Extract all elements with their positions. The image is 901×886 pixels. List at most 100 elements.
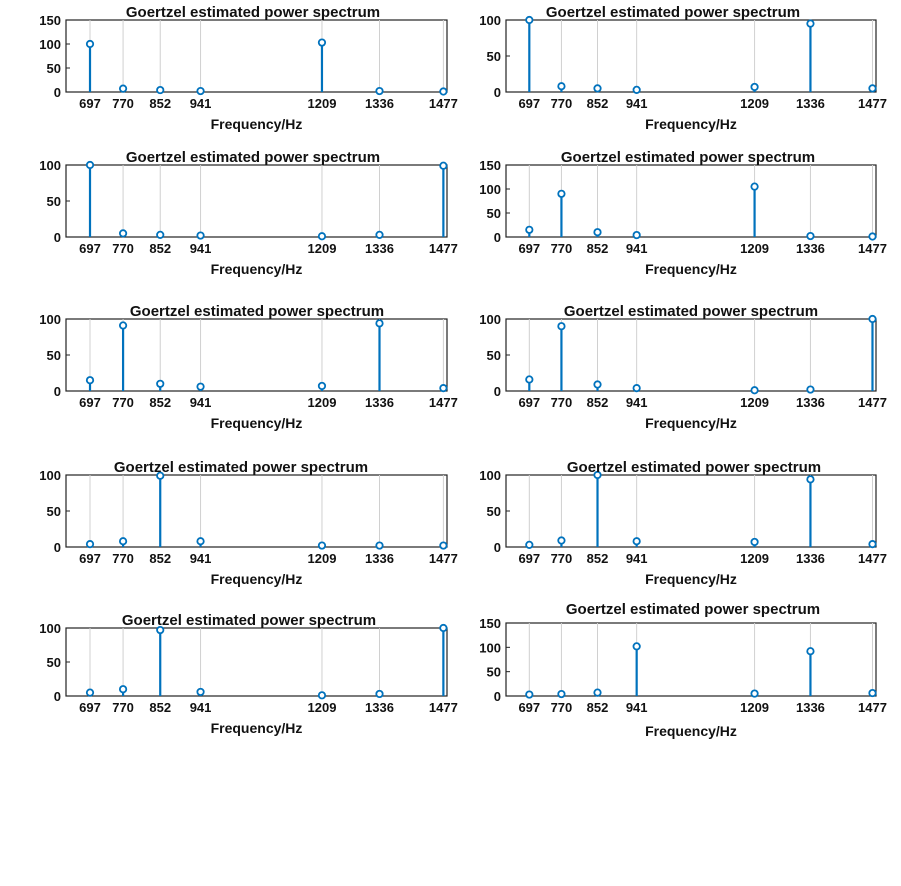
chart-1-marker-1	[85, 39, 95, 49]
chart-8-marker-4	[632, 537, 641, 546]
chart-1-marker-5	[317, 38, 327, 47]
chart-7-xtick-label-4: 941	[190, 551, 212, 566]
chart-3-title: Goertzel estimated power spectrum	[126, 149, 380, 166]
chart-1-ytick-label-4: 150	[39, 13, 61, 28]
chart-10-xtick-label-7: 1477	[858, 700, 887, 715]
chart-2-marker-1	[525, 15, 534, 25]
chart-5-title: Goertzel estimated power spectrum	[130, 303, 384, 320]
chart-5-ytick-label-1: 0	[54, 384, 61, 399]
chart-9-axes-box	[65, 627, 448, 697]
chart-6-xtick-label-4: 941	[626, 395, 648, 410]
chart-10-xtick-label-2: 770	[551, 700, 573, 715]
chart-4-title: Goertzel estimated power spectrum	[561, 149, 815, 166]
chart-6-xtick-label-6: 1336	[796, 395, 825, 410]
chart-7-xtick-label-5: 1209	[308, 551, 337, 566]
chart-5-marker-5	[317, 381, 327, 391]
chart-1-xtick-label-2: 770	[112, 96, 134, 111]
chart-2-xtick-label-7: 1477	[858, 96, 887, 111]
chart-9-xtick-label-5: 1209	[308, 700, 337, 715]
chart-4-ytick-label-3: 100	[479, 182, 501, 197]
chart-3-xtick-label-7: 1477	[429, 241, 458, 256]
chart-7-xtick-label-7: 1477	[429, 551, 458, 566]
chart-5-marker-2	[118, 321, 128, 330]
chart-3-xtick-label-1: 697	[79, 241, 101, 256]
chart-5-marker-1	[85, 376, 95, 385]
chart-10-ytick-label-1: 0	[494, 689, 501, 704]
chart-6-xtick-label-1: 697	[518, 395, 540, 410]
chart-1-ytick-label-3: 100	[39, 37, 61, 52]
chart-6-marker-6	[806, 385, 815, 394]
chart-3-marker-7	[439, 161, 448, 170]
chart-8-xtick-label-1: 697	[518, 551, 540, 566]
chart-7-xtick-label-2: 770	[112, 551, 134, 566]
chart-1-title: Goertzel estimated power spectrum	[126, 4, 380, 21]
chart-6-marker-3	[593, 380, 602, 389]
chart-2-ytick-label-3: 100	[479, 13, 501, 28]
chart-6-xtick-label-3: 852	[587, 395, 609, 410]
chart-10-xtick-label-5: 1209	[740, 700, 769, 715]
chart-6: 0 50 100 697 770 852 941 1209 1336 1477 Goertzel e…	[479, 303, 887, 431]
chart-10: 0 50 100 150 697 770 852 941 1209 1336 1477 Goertze…	[479, 601, 887, 739]
chart-6-xlabel: Frequency/Hz	[645, 415, 737, 431]
chart-9-marker-1	[85, 688, 95, 697]
chart-1-xtick-label-1: 697	[79, 96, 101, 111]
chart-9-marker-5	[317, 691, 327, 700]
chart-5-marker-6	[375, 319, 384, 328]
chart-9-xtick-label-7: 1477	[429, 700, 458, 715]
chart-1-marker-6	[375, 86, 384, 96]
chart-5-ytick-label-2: 50	[47, 348, 61, 363]
chart-1-ytick-label-2: 50	[47, 61, 61, 76]
chart-2-xtick-label-2: 770	[551, 96, 573, 111]
chart-1-xtick-label-5: 1209	[308, 96, 337, 111]
chart-10-xtick-label-3: 852	[587, 700, 609, 715]
chart-6-marker-4	[632, 384, 641, 393]
chart-5-xtick-label-6: 1336	[365, 395, 394, 410]
chart-2-marker-7	[868, 84, 877, 93]
chart-10-ytick-label-3: 100	[479, 640, 501, 655]
chart-1-xtick-label-7: 1477	[429, 96, 458, 111]
chart-10-xtick-label-4: 941	[626, 700, 648, 715]
chart-6-ytick-label-2: 50	[487, 348, 501, 363]
chart-3-xtick-label-4: 941	[190, 241, 212, 256]
chart-7-xtick-label-3: 852	[149, 551, 171, 566]
chart-8-xlabel: Frequency/Hz	[645, 571, 737, 587]
chart-7-marker-7	[439, 541, 448, 550]
chart-1-xtick-label-4: 941	[190, 96, 212, 111]
chart-9-xtick-label-6: 1336	[365, 700, 394, 715]
chart-7-title: Goertzel estimated power spectrum	[114, 459, 368, 476]
chart-4-marker-4	[632, 230, 641, 240]
chart-9-marker-6	[375, 689, 384, 699]
chart-9: 0 50 100 697 770 852 941 1209 1336 1477 Goertzel e…	[39, 612, 458, 736]
chart-10-ytick-label-2: 50	[487, 665, 501, 680]
chart-1-marker-7	[439, 87, 448, 96]
chart-9-xtick-label-1: 697	[79, 700, 101, 715]
chart-2-title: Goertzel estimated power spectrum	[546, 4, 800, 21]
chart-8-xtick-label-5: 1209	[740, 551, 769, 566]
chart-7-marker-2	[118, 537, 128, 546]
chart-10-axes-box	[505, 622, 877, 697]
chart-2-xtick-label-6: 1336	[796, 96, 825, 111]
chart-3-marker-5	[317, 232, 327, 241]
chart-7-marker-5	[317, 541, 327, 550]
chart-7-xtick-label-1: 697	[79, 551, 101, 566]
chart-5-xtick-label-3: 852	[149, 395, 171, 410]
chart-1-xlabel: Frequency/Hz	[211, 116, 303, 132]
chart-9-xtick-label-3: 852	[149, 700, 171, 715]
chart-3-marker-2	[118, 229, 128, 238]
chart-4-ytick-label-2: 50	[487, 206, 501, 221]
chart-10-marker-1	[525, 690, 534, 699]
chart-1: 0 50 100 150 697 770 852 941 1209 1336 1477 Goertze…	[39, 4, 458, 132]
chart-5-marker-7	[439, 384, 448, 393]
chart-4-xtick-label-7: 1477	[858, 241, 887, 256]
chart-9-title: Goertzel estimated power spectrum	[122, 612, 376, 629]
chart-3-ytick-label-2: 50	[47, 194, 61, 209]
chart-10-marker-3	[593, 688, 602, 697]
chart-1-marker-3	[156, 85, 165, 95]
chart-8-ytick-label-3: 100	[479, 468, 501, 483]
chart-5-xtick-label-2: 770	[112, 395, 134, 410]
chart-7-ytick-label-1: 0	[54, 540, 61, 555]
chart-4-xtick-label-6: 1336	[796, 241, 825, 256]
chart-10-xlabel: Frequency/Hz	[645, 723, 737, 739]
chart-3-xtick-label-2: 770	[112, 241, 134, 256]
chart-1-axes-box	[65, 19, 448, 93]
